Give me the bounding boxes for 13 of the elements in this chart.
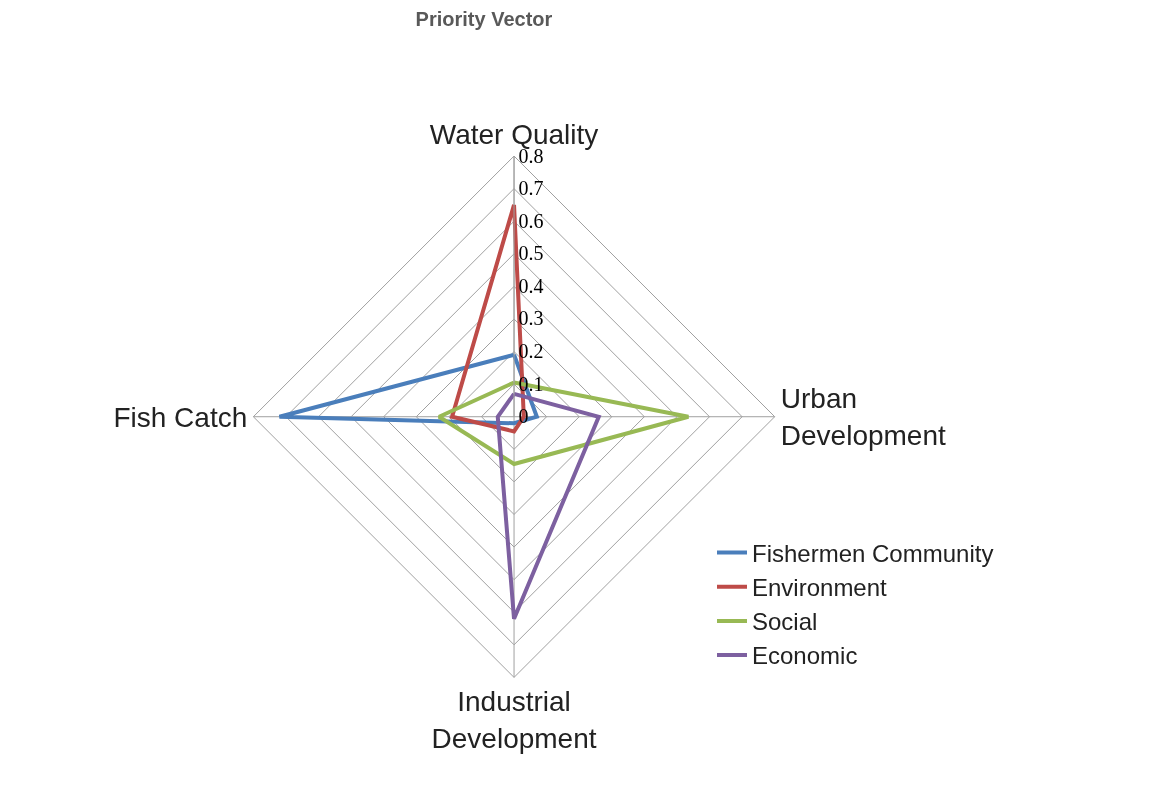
y-tick-label: 0.7 bbox=[518, 177, 544, 200]
y-tick-label: 0.5 bbox=[518, 242, 544, 265]
chart-title: Priority Vector bbox=[415, 7, 553, 30]
y-tick-label: 0.6 bbox=[518, 209, 544, 232]
y-tick-label: 0.1 bbox=[518, 372, 544, 395]
legend-label: Economic bbox=[752, 642, 858, 670]
legend-label: Social bbox=[752, 608, 818, 636]
spoke-label: Urban Development bbox=[780, 383, 947, 451]
legend-label: Fishermen Community bbox=[752, 539, 994, 567]
spoke-label: Fish Catch bbox=[113, 401, 248, 433]
y-tick-label: 0.4 bbox=[518, 274, 544, 297]
spoke-label: Industrial Development bbox=[431, 686, 597, 754]
legend-label: Environment bbox=[752, 574, 888, 602]
